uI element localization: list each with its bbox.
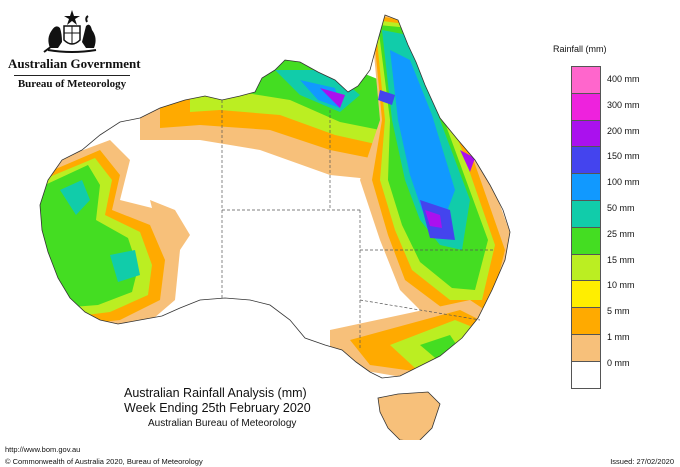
legend-label: 150 mm: [607, 151, 640, 162]
legend-swatch: [571, 66, 601, 93]
legend-swatch: [571, 92, 601, 120]
legend-label: 50 mm: [607, 202, 635, 213]
state-borders: [221, 100, 495, 350]
legend-swatch: [571, 360, 601, 389]
legend-label: 300 mm: [607, 99, 640, 110]
legend-title: Rainfall (mm): [553, 44, 607, 54]
map-title: Australian Rainfall Analysis (mm): [124, 386, 307, 400]
issued-date: Issued: 27/02/2020: [610, 457, 674, 466]
map-subtitle: Week Ending 25th February 2020: [124, 401, 311, 415]
legend-label: 0 mm: [607, 357, 630, 368]
legend-label: 15 mm: [607, 254, 635, 265]
rainfall-map: [39, 14, 511, 440]
rainfall-contours: [40, 15, 510, 380]
bom-logo: Australian Government Bureau of Meteorol…: [8, 8, 141, 98]
legend-label: 200 mm: [607, 125, 640, 136]
legend-swatch: [571, 119, 601, 147]
legend-swatch: [571, 226, 601, 254]
coat-of-arms-icon: [43, 10, 97, 53]
legend-label: 1 mm: [607, 331, 630, 342]
website-link[interactable]: http://www.bom.gov.au: [5, 445, 81, 454]
legend-swatch: [571, 173, 601, 200]
legend-label: 100 mm: [607, 177, 640, 188]
legend-swatch: [571, 307, 601, 334]
legend-label: 25 mm: [607, 228, 635, 239]
map-organisation: Australian Bureau of Meteorology: [148, 418, 297, 429]
legend-scale: [571, 66, 601, 389]
government-name: Australian Government: [8, 56, 141, 71]
agency-name: Bureau of Meteorology: [17, 78, 127, 90]
legend-swatch: [571, 253, 601, 281]
legend-label: 5 mm: [607, 306, 630, 317]
legend-swatch: [571, 199, 601, 227]
legend-swatch: [571, 146, 601, 174]
legend-label: 10 mm: [607, 280, 635, 291]
legend-swatch: [571, 280, 601, 308]
legend-swatch: [571, 333, 601, 361]
logo-divider: [14, 75, 130, 76]
copyright-notice: © Commonwealth of Australia 2020, Bureau…: [5, 457, 203, 466]
legend-label: 400 mm: [607, 73, 640, 84]
